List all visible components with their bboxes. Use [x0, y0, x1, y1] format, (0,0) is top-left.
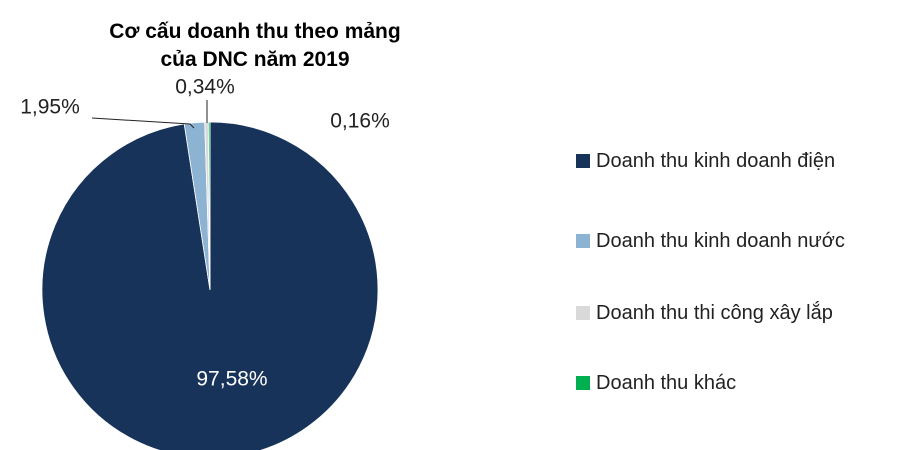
- leader-line: [91, 117, 195, 129]
- legend-label: Doanh thu kinh doanh nước: [596, 230, 845, 252]
- data-label: 0,16%: [330, 110, 390, 133]
- chart-title: Cơ cấu doanh thu theo mảng: [109, 20, 400, 43]
- legend-item: Doanh thu kinh doanh nước: [576, 228, 876, 254]
- legend-swatch: [576, 234, 590, 248]
- data-label: 97,58%: [196, 368, 267, 391]
- legend-item: Doanh thu khác: [576, 370, 736, 396]
- legend-item: Doanh thu kinh doanh điện: [576, 148, 835, 174]
- chart-title: của DNC năm 2019: [160, 48, 349, 71]
- legend-swatch: [576, 306, 590, 320]
- legend-label: Doanh thu kinh doanh điện: [596, 150, 836, 172]
- legend-label: Doanh thu khác: [596, 372, 737, 394]
- data-label: 0,34%: [175, 76, 235, 99]
- legend-swatch: [576, 376, 590, 390]
- legend-label: Doanh thu thi công xây lắp: [596, 302, 833, 324]
- legend-item: Doanh thu thi công xây lắp: [576, 300, 833, 326]
- pie-slice: [207, 121, 211, 291]
- pie-slice: [41, 121, 379, 450]
- legend-swatch: [576, 154, 590, 168]
- data-label: 1,95%: [20, 96, 80, 119]
